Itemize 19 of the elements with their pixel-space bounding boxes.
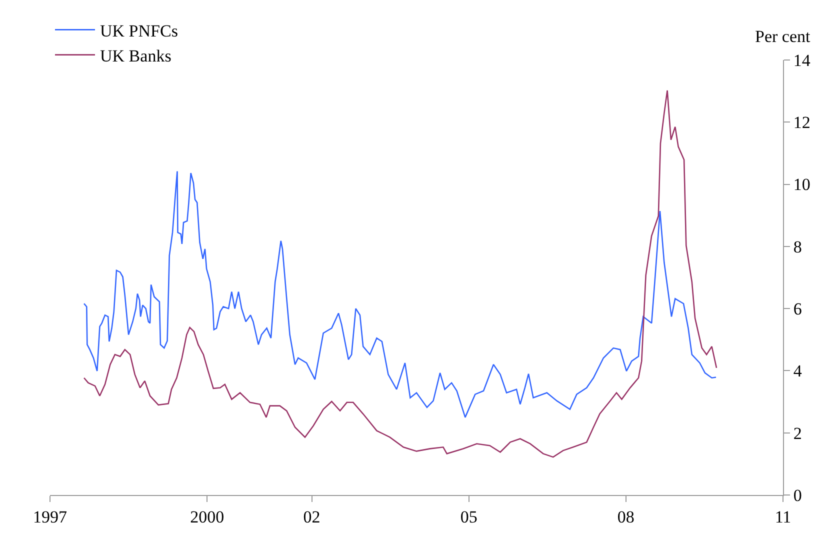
line-series: [83, 170, 717, 418]
x-tick-label: 05: [460, 507, 478, 526]
x-tick-label: 1997: [33, 507, 68, 526]
x-tick-label: 11: [774, 507, 792, 526]
y-tick-label: 4: [793, 362, 802, 381]
y-tick-label: 14: [793, 50, 811, 70]
x-tick-label: 02: [303, 507, 320, 526]
y-tick-label: 6: [793, 300, 802, 319]
y-tick-label: 12: [793, 113, 810, 132]
legend-label: UK PNFCs: [100, 21, 178, 40]
x-tick-label: 08: [617, 507, 634, 526]
x-tick-label: 2000: [190, 507, 224, 526]
y-tick-label: 10: [793, 175, 810, 194]
line-series: [83, 90, 718, 458]
legend-label: UK Banks: [100, 46, 172, 66]
y-axis-title: Per cent: [755, 27, 810, 46]
y-tick-label: 2: [793, 424, 802, 443]
y-tick-label: 8: [793, 237, 802, 256]
y-tick-label: 0: [793, 486, 802, 505]
